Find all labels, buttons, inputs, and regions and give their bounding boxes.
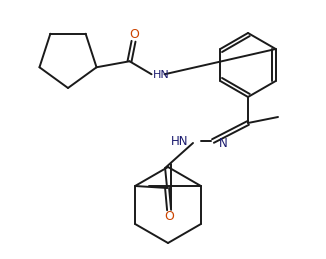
Text: N: N — [219, 136, 228, 149]
Text: HN: HN — [170, 134, 188, 147]
Text: O: O — [164, 211, 174, 224]
Text: HN: HN — [153, 70, 169, 80]
Text: O: O — [130, 28, 140, 41]
